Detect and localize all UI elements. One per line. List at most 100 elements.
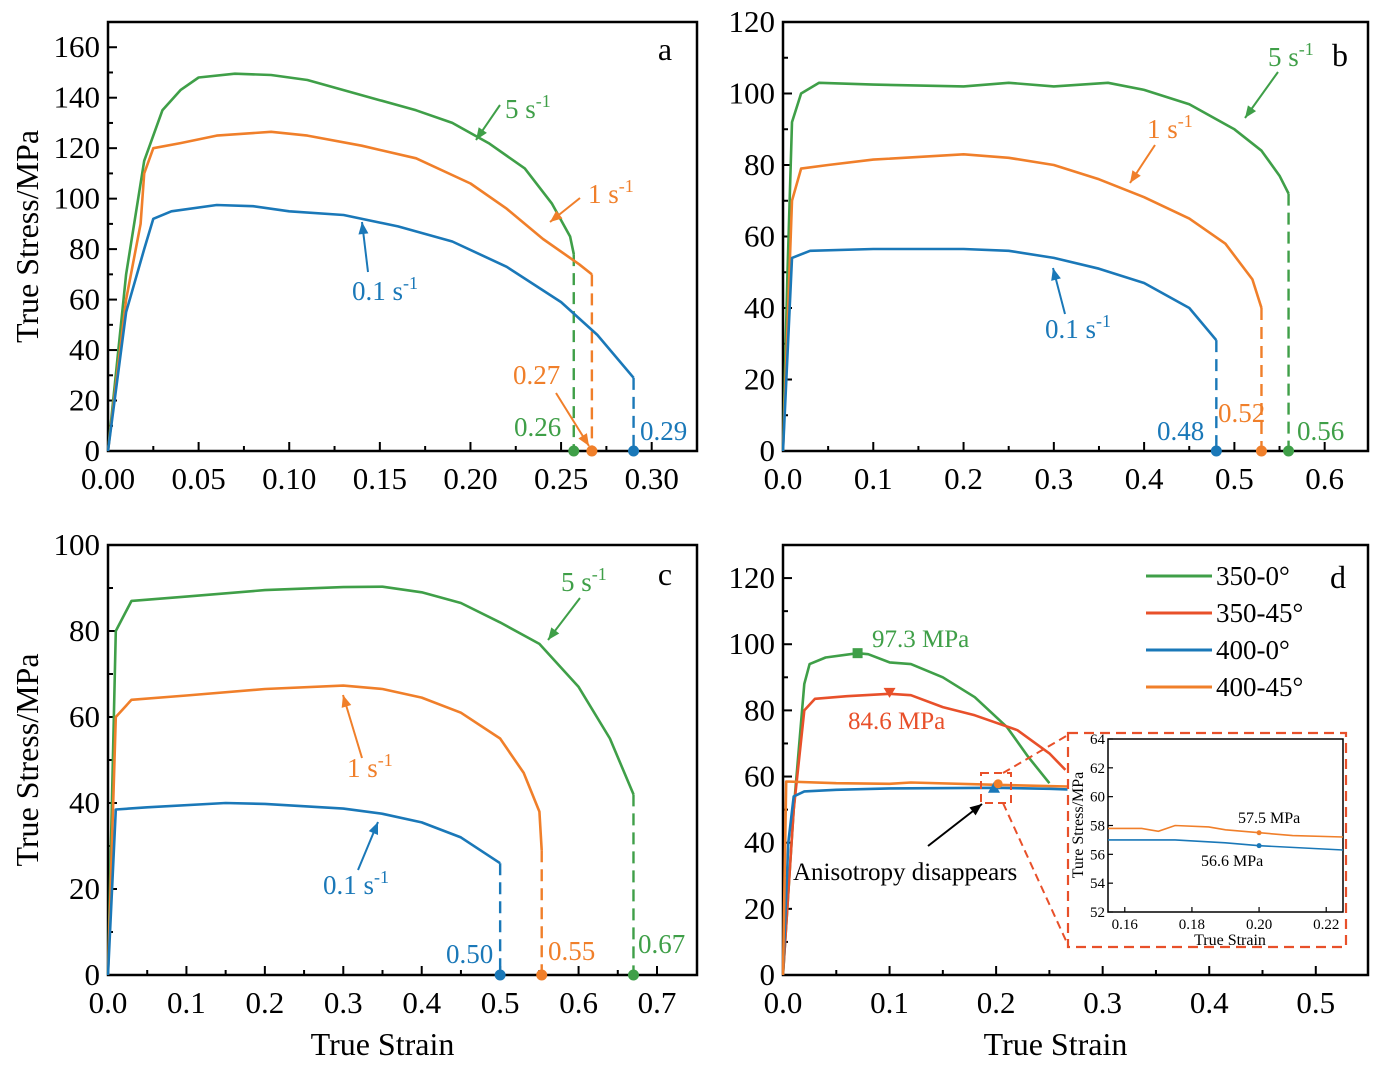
- y-tick-label: 80: [744, 692, 775, 727]
- fracture-point: [536, 969, 548, 981]
- panel-b: 0.0 0.1 0.2 0.3 0.4 0.5 0.6 0 20 40 60 80 100 120 b 0.5…: [729, 4, 1370, 496]
- annotation-arrow-head: [969, 804, 982, 816]
- inset-value-label: 57.5 MPa: [1238, 810, 1300, 827]
- y-tick-label: 0: [85, 957, 101, 992]
- fracture-point: [627, 969, 639, 981]
- fracture-strain-label: 0.56: [1297, 416, 1344, 446]
- series-line-0: [781, 651, 1051, 976]
- plot-frame: [781, 20, 1370, 453]
- series-line-1: [781, 692, 1067, 976]
- x-tick-label: 0.1: [167, 985, 206, 1020]
- legend-label: 350-45°: [1216, 598, 1303, 628]
- inset-x-axis-title: True Strain: [1194, 932, 1266, 949]
- x-tick-label: 0.25: [534, 461, 588, 496]
- y-tick-label: 20: [69, 871, 100, 906]
- fracture-point: [494, 969, 506, 981]
- series-label-text: 5 s: [1268, 42, 1299, 72]
- y-tick-label: 0: [760, 957, 776, 992]
- series-label-sup: -1: [536, 91, 551, 111]
- x-tick-label: 0.4: [1190, 985, 1229, 1020]
- x-tick-label: 0.15: [353, 461, 407, 496]
- x-tick-label: 0.3: [324, 985, 363, 1020]
- y-tick-label: 60: [69, 699, 100, 734]
- series-arrow-head: [476, 127, 487, 140]
- x-tick-label: 0.30: [625, 461, 679, 496]
- x-tick-label: 0.5: [1296, 985, 1335, 1020]
- series-label-sup: -1: [1096, 311, 1111, 331]
- x-tick-label: 0.05: [171, 461, 225, 496]
- y-tick-label: 20: [744, 362, 775, 397]
- fracture-strain-label: 0.67: [638, 929, 685, 959]
- fracture-strain-label: 0.29: [640, 416, 687, 446]
- x-tick-label: 0.6: [559, 985, 598, 1020]
- x-tick-label: 0.6: [1305, 461, 1344, 496]
- y-tick-label: 160: [54, 29, 101, 64]
- marker-triangle: [987, 781, 1000, 793]
- panel-d: 0.0 0.1 0.2 0.3 0.4 0.5 0 20 40 60 80 100 120 True St…: [729, 543, 1370, 1062]
- series-line-1: [106, 130, 593, 452]
- series-label-text: 1 s: [347, 753, 378, 783]
- fracture-point: [568, 445, 580, 457]
- series-label-text: 5 s: [561, 567, 592, 597]
- x-tick-label: 0.1: [854, 461, 893, 496]
- series-arrow-head: [1051, 268, 1061, 281]
- panel-letter: a: [658, 31, 672, 67]
- zoom-connector: [1002, 802, 1069, 946]
- y-tick-label: 40: [744, 825, 775, 860]
- y-tick-label: 100: [54, 181, 101, 216]
- peak-label: 84.6 MPa: [848, 708, 945, 735]
- inset-y-tick-label: 58: [1090, 819, 1105, 835]
- x-tick-label: 0.2: [977, 985, 1016, 1020]
- series-label: 0.1 s-1: [352, 273, 418, 306]
- series-arrow-head: [358, 222, 369, 235]
- series-label-sup: -1: [378, 750, 393, 770]
- peak-label: 97.3 MPa: [872, 626, 969, 653]
- series-arrow-head: [550, 210, 563, 222]
- y-tick-label: 120: [729, 4, 776, 39]
- panel-letter: c: [658, 556, 672, 592]
- y-tick-label: 100: [729, 76, 776, 111]
- x-tick-label: 0.3: [1083, 985, 1122, 1020]
- series-line-2: [106, 801, 501, 976]
- legend-label: 400-45°: [1216, 672, 1303, 702]
- x-tick-label: 0.20: [443, 461, 497, 496]
- x-tick-label: 0.0: [764, 985, 803, 1020]
- series-label-sup: -1: [1299, 39, 1314, 59]
- y-tick-label: 80: [69, 231, 100, 266]
- series-label: 5 s-1: [561, 564, 607, 597]
- series-label-text: 0.1 s: [323, 870, 374, 900]
- inset-series-line-0: [1108, 824, 1344, 838]
- series-label: 1 s-1: [1147, 111, 1193, 144]
- series-label-text: 1 s: [588, 179, 619, 209]
- x-axis-title: True Strain: [311, 1026, 455, 1062]
- series-line-2: [781, 247, 1218, 452]
- y-tick-label: 20: [69, 383, 100, 418]
- inset-x-tick-label: 0.16: [1112, 917, 1139, 933]
- series-line-1: [106, 684, 543, 976]
- y-tick-label: 60: [744, 219, 775, 254]
- y-tick-label: 120: [54, 130, 101, 165]
- series-arrow-head: [548, 627, 560, 640]
- x-tick-label: 0.1: [870, 985, 909, 1020]
- y-tick-label: 140: [54, 80, 101, 115]
- fracture-point: [1255, 445, 1267, 457]
- fracture-strain-label: 0.50: [446, 939, 493, 969]
- legend-label: 350-0°: [1216, 561, 1290, 591]
- y-tick-label: 60: [69, 282, 100, 317]
- inset-value-label: 56.6 MPa: [1201, 853, 1263, 870]
- y-tick-label: 0: [760, 433, 776, 468]
- series-line-0: [106, 72, 576, 452]
- y-tick-label: 60: [744, 759, 775, 794]
- x-tick-label: 0.2: [245, 985, 284, 1020]
- inset-chart: 0.16 0.18 0.20 0.22 52 54 56 58 60 62 64 True Strai…: [1070, 732, 1344, 949]
- y-tick-label: 80: [744, 147, 775, 182]
- x-axis-title: True Strain: [984, 1026, 1128, 1062]
- series-arrow-head: [1245, 105, 1257, 118]
- series-label: 0.1 s-1: [323, 867, 389, 900]
- plot-frame: [781, 543, 1370, 977]
- legend-label: 400-0°: [1216, 635, 1290, 665]
- fracture-strain-label: 0.27: [513, 360, 560, 390]
- x-tick-label: 0.00: [81, 461, 135, 496]
- y-tick-label: 0: [85, 433, 101, 468]
